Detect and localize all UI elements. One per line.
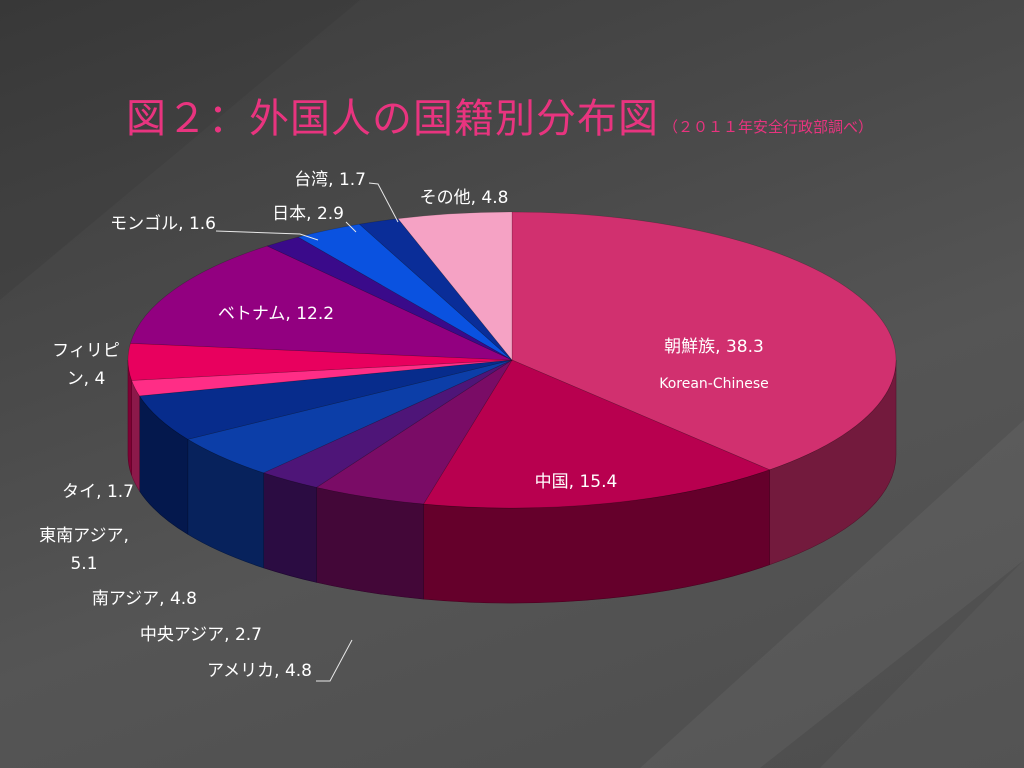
pie-slice-2: [315, 359, 513, 505]
pie-slice-3: [262, 359, 513, 488]
leader-line-11: [368, 182, 399, 223]
slice-label-9: モンゴル, 1.6: [110, 213, 216, 234]
pie-side-2: [316, 487, 424, 600]
chart-title-main: 図２：外国人の国籍別分布図: [126, 96, 659, 142]
leader-line-10: [345, 221, 357, 233]
slice-label-1: 中国, 15.4: [535, 472, 618, 492]
leader-line-9: [215, 230, 319, 241]
slice-sublabel-0: Korean-Chinese: [659, 376, 769, 392]
slice-label-0: 朝鮮族, 38.3: [664, 337, 764, 357]
slice-label-7-line-1: ン, 4: [67, 369, 106, 389]
slice-label-4: 南アジア, 4.8: [92, 589, 197, 609]
slice-label-10: 日本, 2.9: [272, 204, 344, 224]
slice-label-11: 台湾, 1.7: [294, 170, 366, 190]
slice-label-5-line-0: 東南アジア,: [39, 526, 129, 546]
slice-label-8: ベトナム, 12.2: [218, 304, 334, 324]
slice-label-6: タイ, 1.7: [62, 482, 134, 502]
pie-slice-5: [138, 359, 513, 440]
leader-line-2: [316, 639, 353, 682]
pie-slice-9: [266, 236, 513, 361]
slice-label-2: アメリカ, 4.8: [207, 661, 312, 681]
leader-lines: [215, 182, 399, 682]
pie-slices: [127, 211, 897, 509]
pie-slice-10: [297, 223, 513, 361]
pie-side-walls: [127, 359, 897, 604]
slice-labels: 朝鮮族, 38.3 Korean-Chinese 中国, 15.4 アメリカ, 4.8…: [39, 170, 769, 681]
pie-slice-0: [511, 211, 897, 471]
slice-label-3: 中央アジア, 2.7: [140, 625, 262, 645]
pie-slice-11: [358, 218, 513, 361]
chart-title-note: （２０１１年安全行政部調べ）: [663, 118, 874, 136]
pie-slice-7: [127, 342, 513, 381]
pie-side-3: [263, 472, 317, 583]
pie-slice-4: [187, 359, 513, 474]
slice-label-7-line-0: フィリピ: [52, 341, 120, 361]
pie-side-6: [131, 380, 140, 492]
slice-label-5-line-1: 5.1: [70, 554, 97, 574]
pie-slice-8: [130, 245, 513, 361]
pie-slice-6: [131, 359, 513, 397]
pie-slice-1: [423, 359, 771, 509]
slice-label-12: その他, 4.8: [420, 188, 509, 208]
chart-title: 図２：外国人の国籍別分布図 （２０１１年安全行政部調べ）: [126, 86, 873, 144]
pie-slice-12: [397, 211, 513, 361]
